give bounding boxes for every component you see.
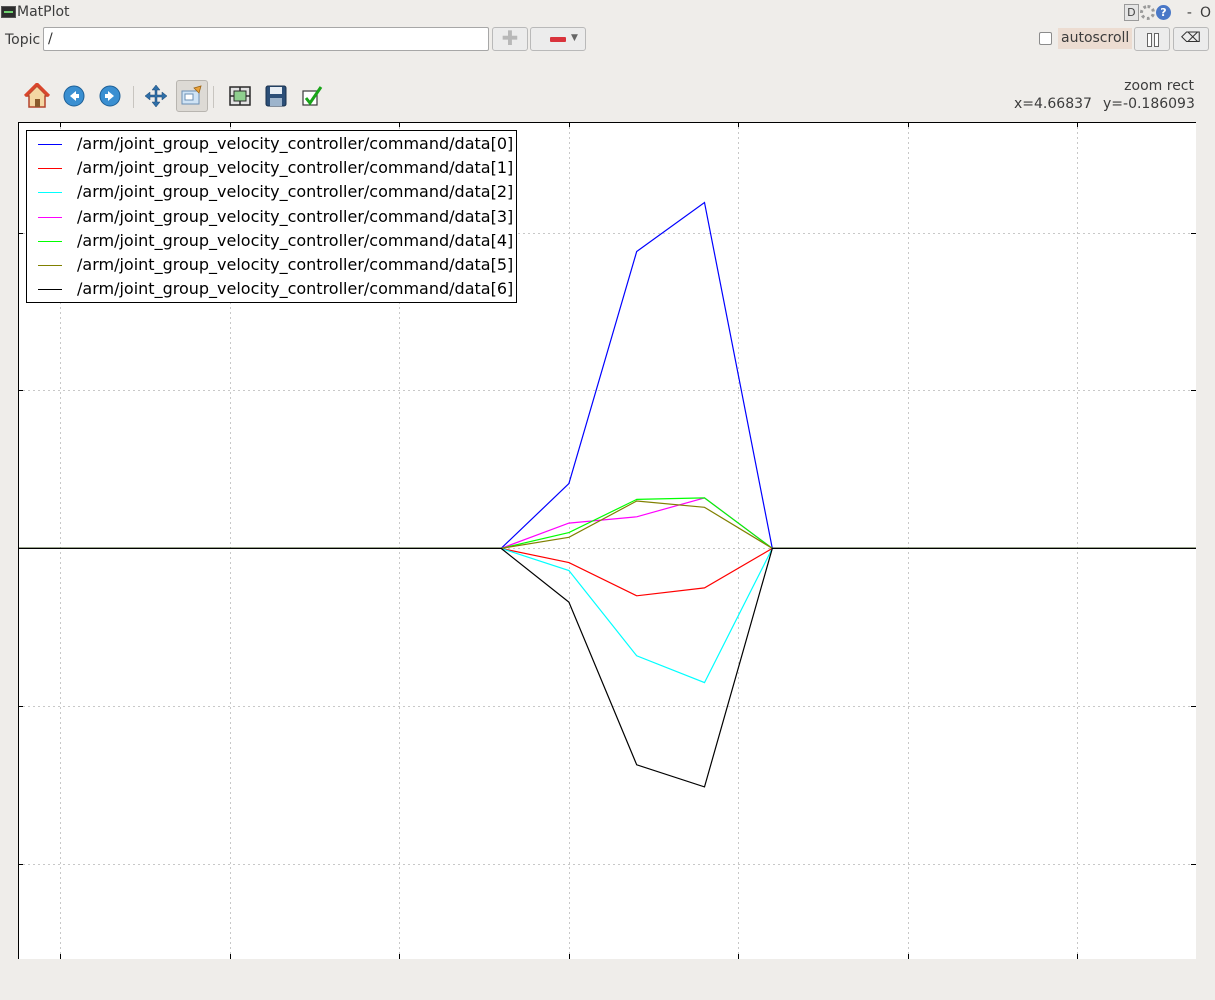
plot-legend[interactable]: /arm/joint_group_velocity_controller/com…	[26, 130, 517, 303]
legend-label: /arm/joint_group_velocity_controller/com…	[77, 206, 514, 226]
series-line-data-6	[18, 547, 1196, 788]
pause-button[interactable]	[1134, 27, 1170, 51]
legend-entry: /arm/joint_group_velocity_controller/com…	[27, 230, 516, 254]
pan-icon	[144, 84, 168, 108]
add-topic-button[interactable]: ✚	[492, 27, 528, 51]
status-bar	[0, 960, 1215, 1000]
back-icon	[63, 85, 85, 107]
legend-entry: /arm/joint_group_velocity_controller/com…	[27, 206, 516, 230]
legend-line-swatch	[38, 264, 62, 266]
subplots-button[interactable]	[224, 80, 256, 112]
legend-entry: /arm/joint_group_velocity_controller/com…	[27, 157, 516, 181]
y-coordinate-readout: y=-0.186093	[1103, 96, 1195, 112]
edit-curves-icon	[302, 86, 323, 106]
close-button[interactable]: O	[1199, 4, 1211, 21]
legend-line-swatch	[38, 240, 62, 242]
toolbar-divider	[133, 86, 134, 108]
plus-icon: ✚	[501, 26, 519, 50]
save-icon	[265, 85, 287, 107]
clear-icon: ⌫	[1181, 30, 1201, 46]
autoscroll-checkbox[interactable]	[1039, 32, 1052, 45]
legend-label: /arm/joint_group_velocity_controller/com…	[77, 230, 514, 250]
save-button[interactable]	[260, 80, 292, 112]
edit-curves-button[interactable]	[296, 80, 328, 112]
legend-entry: /arm/joint_group_velocity_controller/com…	[27, 254, 516, 278]
minus-icon	[550, 37, 566, 42]
home-icon	[24, 83, 50, 108]
zoom-icon	[181, 85, 202, 105]
plot-toolbar: zoom rect x=4.66837 y=-0.186093	[0, 76, 1215, 116]
help-icon[interactable]: ?	[1155, 5, 1171, 20]
plot-frame	[18, 122, 1196, 959]
topic-bar: Topic ✚ ▼ autoscroll ⌫	[0, 26, 1215, 54]
legend-entry: /arm/joint_group_velocity_controller/com…	[27, 278, 516, 302]
d-icon[interactable]: D	[1123, 4, 1139, 21]
legend-line-swatch	[38, 144, 62, 145]
app-icon	[1, 6, 16, 18]
window-title: MatPlot	[17, 4, 70, 20]
topic-input[interactable]	[43, 27, 489, 51]
legend-line-swatch	[38, 192, 62, 194]
topic-label: Topic	[5, 32, 41, 48]
zoom-button[interactable]	[176, 80, 208, 112]
plot-area[interactable]: /arm/joint_group_velocity_controller/com…	[18, 122, 1196, 959]
legend-label: /arm/joint_group_velocity_controller/com…	[77, 158, 514, 178]
pan-button[interactable]	[140, 80, 172, 112]
autoscroll-label[interactable]: autoscroll	[1058, 28, 1133, 49]
x-coordinate-readout: x=4.66837	[1014, 96, 1092, 112]
home-button[interactable]	[21, 80, 53, 112]
legend-line-swatch	[38, 168, 62, 170]
forward-button[interactable]	[94, 80, 126, 112]
remove-topic-button[interactable]: ▼	[530, 27, 586, 51]
forward-icon	[99, 85, 121, 107]
clear-button[interactable]: ⌫	[1173, 27, 1209, 51]
minimize-button[interactable]: -	[1186, 4, 1192, 21]
legend-line-swatch	[38, 216, 62, 218]
toolbar-divider	[213, 86, 214, 108]
legend-entry: /arm/joint_group_velocity_controller/com…	[27, 181, 516, 205]
series-lines	[18, 201, 1196, 788]
legend-entry: /arm/joint_group_velocity_controller/com…	[27, 133, 516, 157]
window-titlebar: MatPlot D ? - O	[0, 0, 1215, 26]
legend-label: /arm/joint_group_velocity_controller/com…	[77, 254, 514, 274]
title-buttons: D ? - O	[1123, 4, 1211, 21]
legend-label: /arm/joint_group_velocity_controller/com…	[77, 134, 514, 153]
legend-label: /arm/joint_group_velocity_controller/com…	[77, 279, 514, 299]
legend-label: /arm/joint_group_velocity_controller/com…	[77, 182, 514, 202]
chevron-down-icon: ▼	[571, 33, 578, 43]
toolbar-mode-label: zoom rect	[1124, 78, 1194, 94]
subplots-icon	[229, 86, 251, 106]
back-button[interactable]	[58, 80, 90, 112]
gear-icon[interactable]	[1139, 5, 1155, 20]
legend-line-swatch	[38, 289, 62, 291]
